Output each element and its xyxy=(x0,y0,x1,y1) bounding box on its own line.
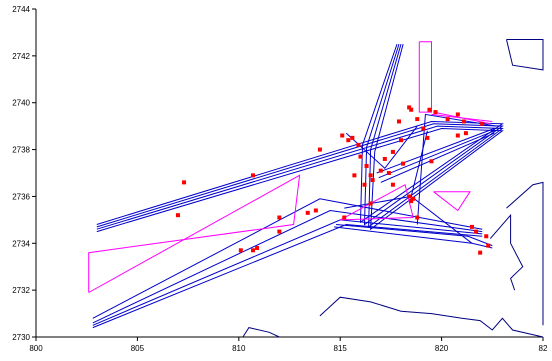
data-point-marker xyxy=(317,147,322,152)
data-point-marker xyxy=(370,178,375,183)
series-line xyxy=(431,113,493,122)
series-line xyxy=(378,130,495,179)
series-line xyxy=(92,219,483,326)
series-line xyxy=(380,132,495,183)
data-point-marker xyxy=(368,173,373,178)
data-point-marker xyxy=(415,215,420,220)
data-point-marker xyxy=(415,117,420,122)
data-point-marker xyxy=(305,210,310,215)
data-point-marker xyxy=(429,159,434,164)
data-point-marker xyxy=(390,149,395,154)
plot-area: 800 805 810 815 820 82 2730273227342736273827… xyxy=(12,5,548,353)
data-point-marker xyxy=(313,208,318,213)
data-point-marker xyxy=(238,248,243,253)
data-point-marker xyxy=(411,196,416,201)
series-line xyxy=(96,43,504,230)
data-point-marker xyxy=(484,234,489,239)
series-line xyxy=(92,198,483,319)
series-line xyxy=(92,223,483,329)
data-point-marker xyxy=(470,224,475,229)
data-point-marker xyxy=(175,213,180,218)
data-point-marker xyxy=(409,107,414,112)
x-axis-ticks: 800 805 810 815 820 82 xyxy=(29,337,548,353)
series-line xyxy=(433,191,471,212)
series-line xyxy=(319,296,544,338)
data-point-marker xyxy=(480,121,485,126)
series-line xyxy=(88,174,301,293)
data-point-marker xyxy=(255,245,260,250)
data-point-marker xyxy=(399,138,404,143)
series-line xyxy=(96,43,504,225)
data-point-marker xyxy=(182,180,187,185)
data-point-marker xyxy=(407,194,412,199)
series-line xyxy=(242,327,280,338)
data-point-marker xyxy=(362,182,367,187)
data-point-marker xyxy=(382,156,387,161)
data-point-marker xyxy=(346,138,351,143)
series-line xyxy=(339,183,414,221)
series-line xyxy=(336,224,493,247)
data-point-marker xyxy=(455,112,460,117)
data-point-marker xyxy=(427,107,432,112)
data-point-marker xyxy=(425,135,430,140)
y-axis-ticks: 2730 2732 2734 2736 2738 2740 2742 2744 xyxy=(12,5,36,342)
data-point-marker xyxy=(407,105,412,110)
series-line xyxy=(418,41,432,113)
data-point-marker xyxy=(478,250,483,255)
y-tick-label: 2734 xyxy=(12,239,30,248)
data-point-marker xyxy=(277,215,282,220)
series-line xyxy=(92,209,483,324)
x-tick-label: 815 xyxy=(334,344,348,353)
series-line xyxy=(489,213,524,291)
data-point-marker xyxy=(364,163,369,168)
series-line xyxy=(96,43,504,228)
data-point-marker xyxy=(250,248,255,253)
data-point-marker xyxy=(340,133,345,138)
data-point-marker xyxy=(386,171,391,175)
data-point-marker xyxy=(352,173,357,178)
data-point-marker xyxy=(342,215,347,220)
data-point-marker xyxy=(390,182,395,187)
y-tick-label: 2738 xyxy=(12,146,30,155)
series-line xyxy=(506,181,544,326)
series-line xyxy=(376,128,495,174)
data-point-marker xyxy=(409,199,414,204)
y-tick-label: 2736 xyxy=(12,192,30,201)
x-tick-label: 805 xyxy=(131,344,145,353)
y-tick-label: 2730 xyxy=(12,333,30,342)
x-tick-label: 82 xyxy=(539,344,548,353)
data-point-marker xyxy=(421,126,426,131)
data-point-marker xyxy=(455,133,460,138)
data-point-marker xyxy=(350,135,355,140)
series-line xyxy=(506,39,544,71)
y-tick-label: 2740 xyxy=(12,99,30,108)
data-point-marker xyxy=(445,117,450,122)
data-point-marker xyxy=(250,173,255,178)
y-tick-label: 2744 xyxy=(12,5,30,14)
x-tick-label: 820 xyxy=(435,344,449,353)
data-point-marker xyxy=(401,161,406,166)
data-point-marker xyxy=(474,229,479,234)
data-point-marker xyxy=(463,131,468,136)
marker-layer xyxy=(175,105,491,255)
series-line xyxy=(96,43,504,233)
series-line xyxy=(410,130,428,197)
y-tick-label: 2732 xyxy=(12,286,30,295)
data-point-marker xyxy=(358,154,363,159)
data-point-marker xyxy=(378,168,383,173)
data-point-marker xyxy=(368,201,373,206)
data-point-marker xyxy=(433,110,438,115)
x-tick-label: 810 xyxy=(232,344,246,353)
data-point-marker xyxy=(486,243,491,248)
y-tick-label: 2742 xyxy=(12,52,30,61)
data-point-marker xyxy=(277,229,282,234)
data-point-marker xyxy=(461,119,466,124)
data-point-marker xyxy=(397,119,402,124)
data-point-marker xyxy=(356,142,361,147)
x-tick-label: 800 xyxy=(29,344,43,353)
series-layer xyxy=(88,39,544,338)
series-line xyxy=(416,113,497,225)
